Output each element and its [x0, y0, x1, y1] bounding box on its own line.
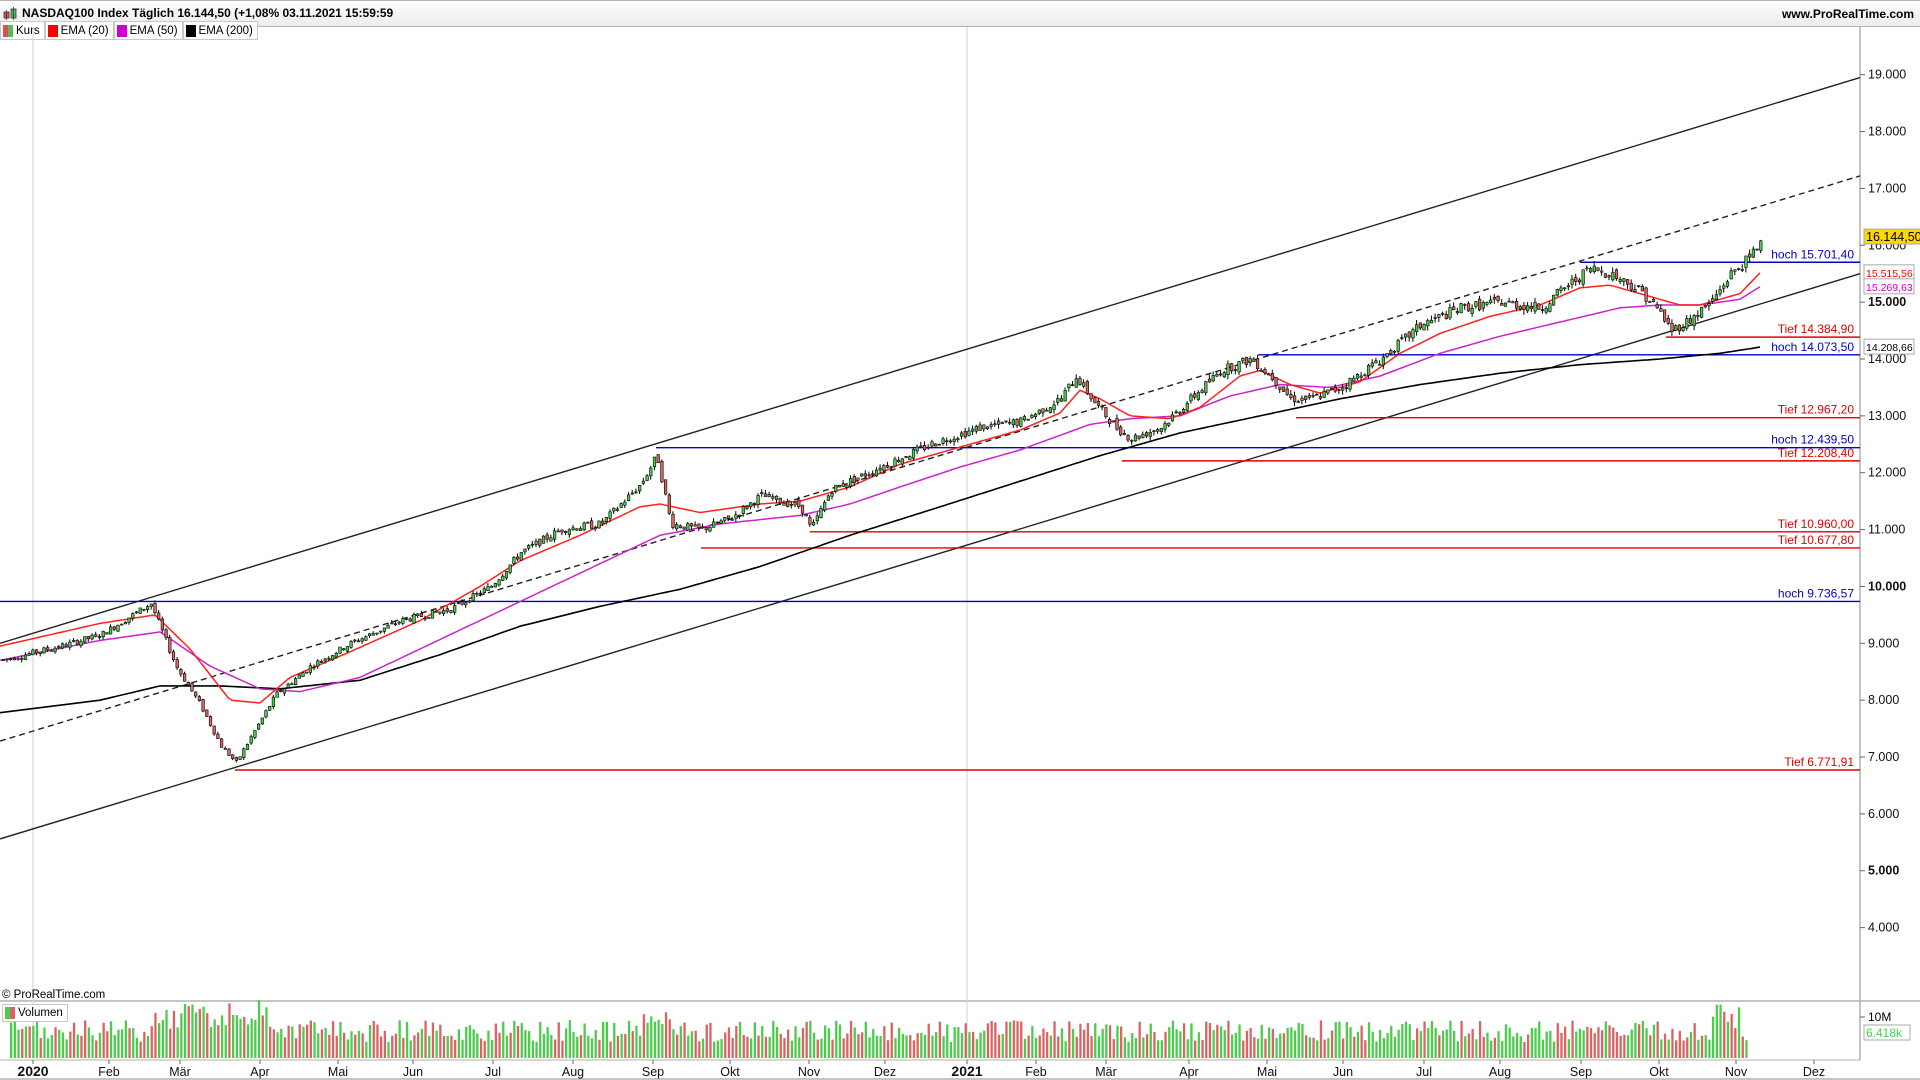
level-label: Tief 10.960,00: [1778, 517, 1855, 531]
level-label: hoch 12.439,50: [1771, 433, 1854, 447]
legend-item-ema200[interactable]: EMA (200): [182, 21, 258, 40]
x-tick-label: Feb: [98, 1065, 120, 1079]
y-tick-label: 8.000: [1868, 693, 1899, 707]
value-tags: 16.144,50 15.515,56 15.269,63 14.208,66: [1863, 228, 1920, 355]
y-tick-label: 6.000: [1868, 807, 1899, 821]
legend-label: Kurs: [16, 24, 40, 37]
x-tick-label: Okt: [1649, 1065, 1669, 1079]
level-label: Tief 12.967,20: [1778, 403, 1855, 417]
y-tick-label: 4.000: [1868, 921, 1899, 935]
x-tick-label: Aug: [562, 1065, 584, 1079]
x-tick-label: Feb: [1025, 1065, 1047, 1079]
site-link[interactable]: www.ProRealTime.com: [1781, 7, 1914, 21]
y-tick-label: 14.000: [1868, 352, 1906, 366]
legend-label: EMA (200): [198, 24, 253, 37]
value-tag-label: 15.269,63: [1866, 282, 1913, 294]
kurs-swatch-icon: [3, 24, 13, 37]
x-tick-label: Sep: [642, 1065, 664, 1079]
level-label: hoch 15.701,40: [1771, 247, 1854, 261]
price-axis[interactable]: 19.00018.00017.00016.00015.00014.00013.0…: [1860, 68, 1906, 935]
y-tick-label: 5.000: [1868, 864, 1899, 878]
time-axis[interactable]: 2020 Feb Mär Apr Mai Jun Jul Aug Sep Okt Nov Dez 202…: [17, 1060, 1825, 1079]
x-tick-label: Jul: [1416, 1065, 1432, 1079]
ema200-line: [0, 346, 1761, 714]
volume-legend-label: Volumen: [18, 1007, 63, 1019]
y-tick-label: 18.000: [1868, 125, 1906, 139]
trend-line-lower-channel: [0, 273, 1861, 840]
vol-tick-label: 10M: [1868, 1010, 1891, 1024]
level-label: Tief 10.677,80: [1778, 533, 1855, 547]
x-tick-label: Dez: [1803, 1065, 1825, 1079]
level-label: Tief 14.384,90: [1778, 322, 1855, 336]
chart-header: NASDAQ100 Index Täglich 16.144,50 (+1,08…: [0, 0, 1920, 27]
ema20-line: [0, 272, 1761, 704]
x-tick-label: Apr: [250, 1065, 269, 1079]
y-tick-label: 9.000: [1868, 636, 1899, 650]
copyright-text: © ProRealTime.com: [2, 989, 106, 1001]
x-tick-label: Aug: [1489, 1065, 1511, 1079]
level-label: hoch 9.736,57: [1778, 586, 1854, 600]
x-tick-label: Mär: [1095, 1065, 1117, 1079]
volume-bars: 10M 6.418k: [10, 999, 1911, 1058]
value-tag: [1863, 338, 1915, 355]
vol-value-label: 6.418k: [1866, 1026, 1903, 1040]
trend-lines[interactable]: [0, 76, 1861, 840]
legend-label: EMA (20): [60, 24, 109, 37]
y-tick-label: 17.000: [1868, 181, 1906, 195]
x-tick-label: Jun: [403, 1065, 423, 1079]
candlesticks: [1, 239, 1763, 763]
x-tick-label: Sep: [1570, 1065, 1592, 1079]
x-tick-label: Nov: [1725, 1065, 1748, 1079]
y-tick-label: 12.000: [1868, 466, 1906, 480]
y-tick-label: 19.000: [1868, 68, 1906, 82]
x-tick-label: Jun: [1333, 1065, 1353, 1079]
y-tick-label: 13.000: [1868, 409, 1906, 423]
trend-line-upper-channel: [0, 76, 1861, 644]
x-tick-label: Apr: [1179, 1065, 1198, 1079]
y-tick-label: 15.000: [1868, 295, 1906, 309]
y-tick-label: 7.000: [1868, 750, 1899, 764]
ema20-swatch-icon: [47, 24, 58, 37]
y-tick-label: 11.000: [1868, 523, 1905, 537]
ema-lines: [0, 272, 1761, 714]
ema200-swatch-icon: [185, 24, 196, 37]
chart-title: NASDAQ100 Index Täglich 16.144,50 (+1,08…: [22, 6, 394, 20]
x-tick-label: Mai: [328, 1065, 348, 1079]
x-tick-label: 2021: [951, 1063, 982, 1079]
volume-swatch-icon: [5, 1007, 15, 1019]
x-tick-label: 2020: [17, 1063, 48, 1079]
legend-item-ema20[interactable]: EMA (20): [44, 21, 114, 40]
value-tag-label: 14.208,66: [1866, 342, 1913, 354]
value-tag: [1863, 228, 1920, 245]
trend-line-middle-channel: [0, 175, 1861, 742]
ema50-swatch-icon: [116, 24, 127, 37]
volume-legend[interactable]: Volumen: [2, 1004, 68, 1022]
x-tick-label: Okt: [720, 1065, 740, 1079]
x-tick-label: Mai: [1257, 1065, 1277, 1079]
x-tick-label: Dez: [874, 1065, 896, 1079]
x-tick-label: Nov: [798, 1065, 821, 1079]
y-tick-label: 10.000: [1868, 579, 1906, 593]
level-label: Tief 12.208,40: [1778, 446, 1855, 460]
horizontal-levels[interactable]: hoch 15.701,40 Tief 14.384,90 hoch 14.073,…: [0, 247, 1860, 771]
value-tag: [1863, 278, 1915, 295]
legend-item-ema50[interactable]: EMA (50): [113, 21, 183, 40]
value-tag-label: 15.515,56: [1866, 268, 1913, 280]
vol-value-tag: [1863, 1024, 1911, 1041]
level-label: Tief 6.771,91: [1784, 755, 1854, 769]
candlestick-icon: [3, 7, 17, 20]
value-tag-label: 16.144,50: [1866, 230, 1920, 244]
legend-label: EMA (50): [129, 24, 178, 37]
x-tick-label: Jul: [485, 1065, 501, 1079]
ema50-line: [0, 286, 1761, 693]
x-tick-label: Mär: [169, 1065, 191, 1079]
level-label: hoch 14.073,50: [1771, 340, 1854, 354]
